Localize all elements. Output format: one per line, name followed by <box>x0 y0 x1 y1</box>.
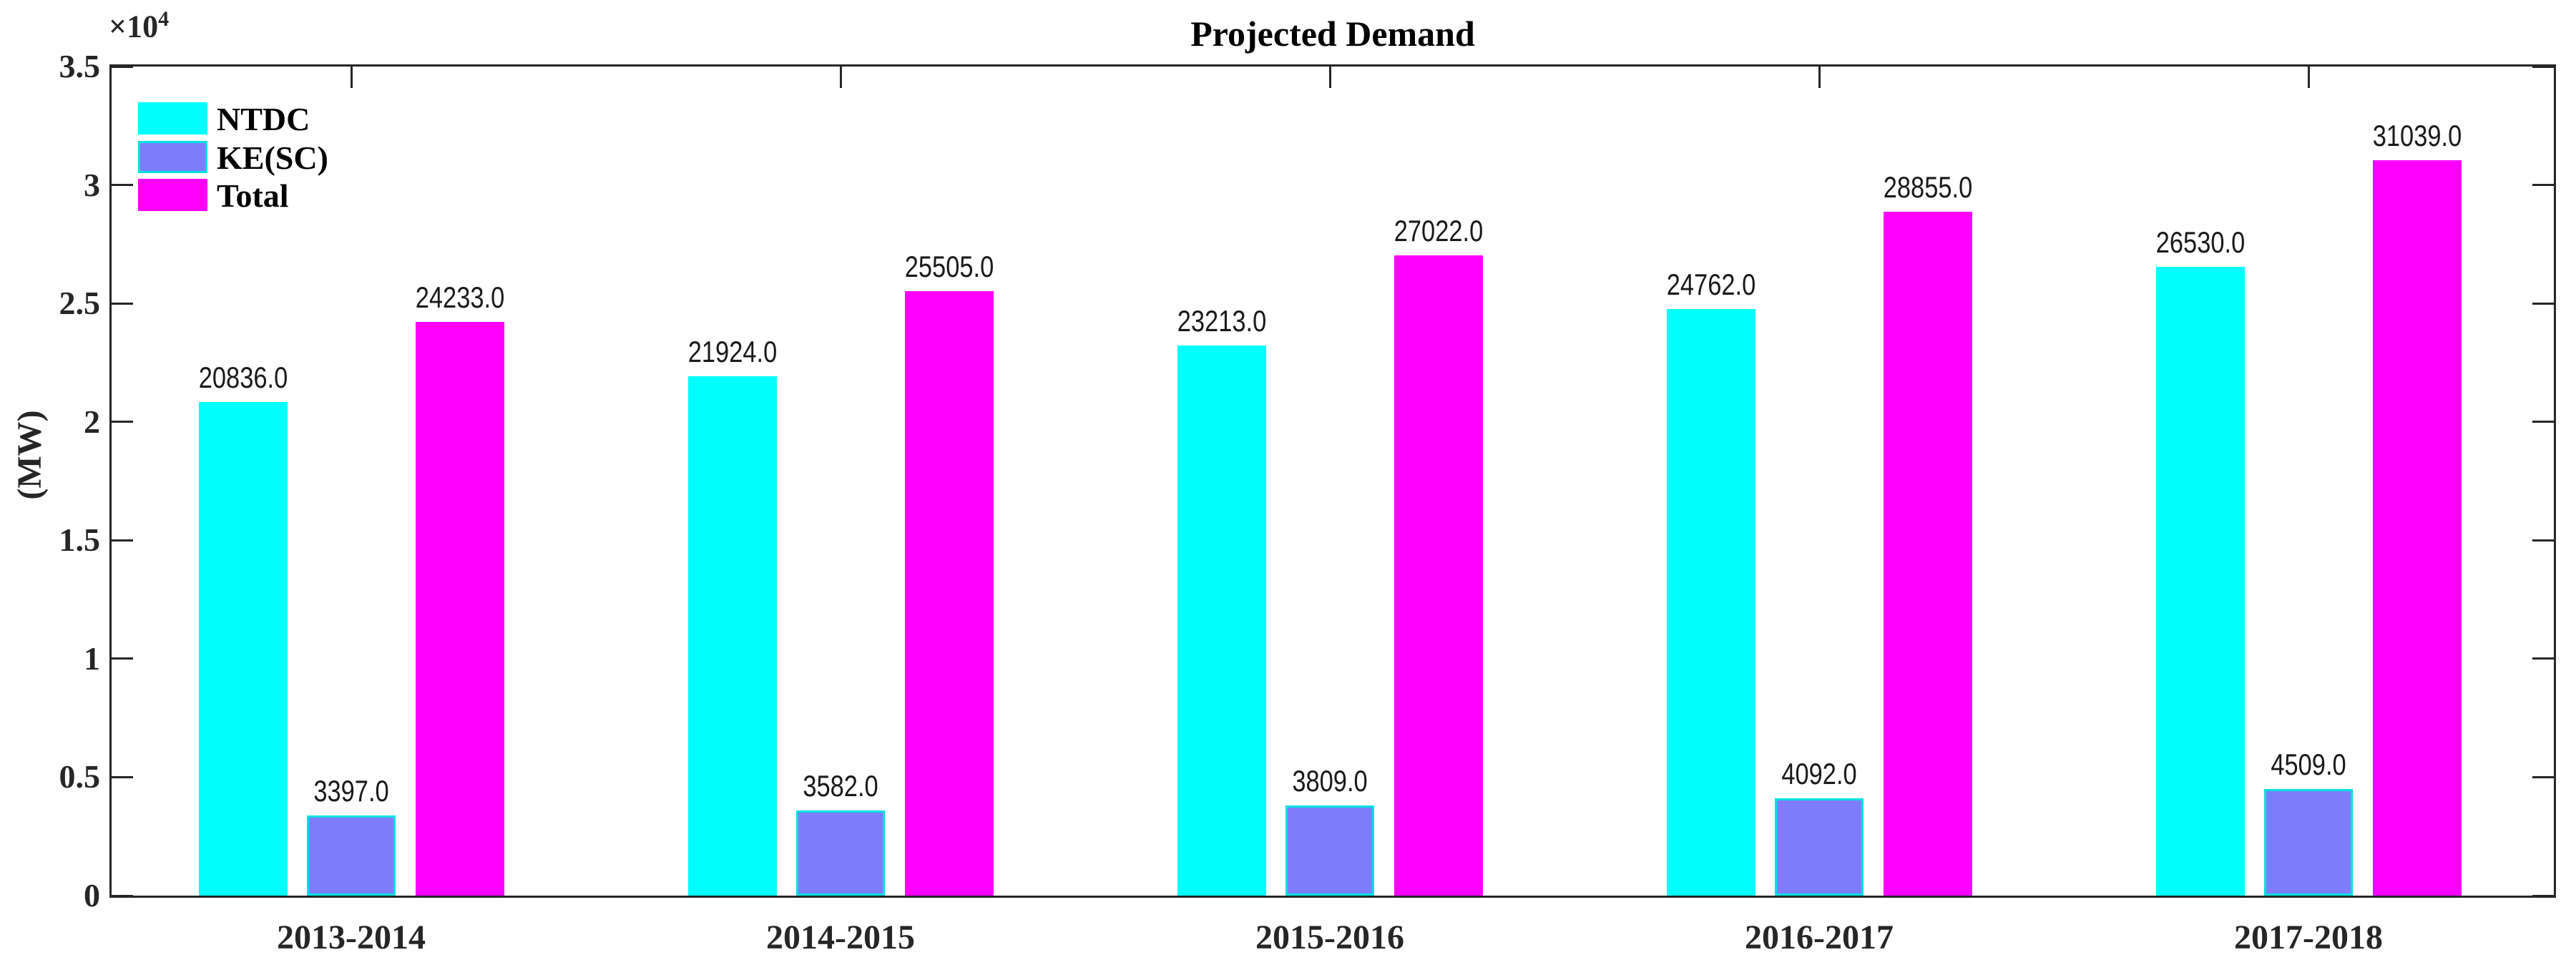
bar-value-label: 4509.0 <box>2271 747 2346 781</box>
y-tick-mark-right <box>2532 775 2554 778</box>
bar-ntdc-2014-2015 <box>687 376 777 896</box>
chart-title: Projected Demand <box>1190 14 1475 54</box>
bar-ke(sc)-2017-2018 <box>2264 788 2353 896</box>
bar-total-2015-2016 <box>1394 255 1483 896</box>
bar-ntdc-2017-2018 <box>2155 267 2245 896</box>
y-tick-mark-left <box>112 539 133 542</box>
x-tick-label-2013-2014: 2013-2014 <box>277 919 426 956</box>
plot-area-border <box>109 64 2556 898</box>
legend-swatch-ke(sc) <box>138 141 207 173</box>
bar-ke(sc)-2013-2014 <box>307 815 396 896</box>
x-tick-label-2016-2017: 2016-2017 <box>1745 919 1894 956</box>
y-tick-mark-left <box>112 657 133 660</box>
bar-ke(sc)-2014-2015 <box>796 810 885 896</box>
bar-value-label: 23213.0 <box>1177 304 1266 338</box>
x-tick-label-2015-2016: 2015-2016 <box>1255 919 1404 956</box>
bar-ntdc-2016-2017 <box>1666 309 1755 896</box>
bar-value-label: 21924.0 <box>687 335 777 368</box>
y-tick-mark-right <box>2532 657 2554 660</box>
bar-total-2013-2014 <box>415 321 504 896</box>
y-tick-mark-left <box>112 775 133 778</box>
y-tick-label: 1 <box>84 640 100 677</box>
y-axis-exponent-label: ×104 <box>109 7 169 45</box>
x-tick-mark-top <box>350 67 353 88</box>
legend-swatch-ntdc <box>138 102 207 134</box>
y-tick-label: 0.5 <box>59 758 101 795</box>
bar-value-label: 26530.0 <box>2155 225 2245 260</box>
bar-ke(sc)-2016-2017 <box>1775 798 1864 896</box>
bar-value-label: 4092.0 <box>1781 757 1857 791</box>
bar-ntdc-2013-2014 <box>198 402 288 896</box>
bar-value-label: 24762.0 <box>1666 268 1755 302</box>
y-tick-label: 3 <box>84 166 100 203</box>
y-tick-label: 0 <box>84 877 100 913</box>
y-tick-mark-right <box>2532 539 2554 542</box>
y-tick-mark-left <box>112 65 133 68</box>
y-tick-label: 2.5 <box>59 285 101 322</box>
bar-value-label: 3809.0 <box>1292 763 1368 798</box>
y-tick-label: 2 <box>84 403 100 440</box>
y-axis-label: (MW) <box>11 410 49 500</box>
bar-value-label: 25505.0 <box>904 250 994 284</box>
y-tick-label: 1.5 <box>59 521 101 559</box>
bar-value-label: 24233.0 <box>415 280 504 314</box>
x-tick-mark-top <box>839 67 842 88</box>
y-tick-mark-left <box>112 302 133 305</box>
x-tick-mark-top <box>1328 67 1331 88</box>
y-tick-mark-right <box>2532 65 2554 68</box>
x-tick-mark-top <box>2307 67 2310 88</box>
bar-ke(sc)-2015-2016 <box>1285 805 1374 896</box>
bar-value-label: 3582.0 <box>803 769 878 803</box>
y-tick-mark-left <box>112 184 133 187</box>
x-tick-label-2014-2015: 2014-2015 <box>766 919 915 956</box>
y-axis-exponent-base: ×10 <box>109 9 159 44</box>
bar-ntdc-2015-2016 <box>1177 346 1266 896</box>
legend-label-ke(sc): KE(SC) <box>217 139 328 176</box>
y-tick-mark-right <box>2532 302 2554 305</box>
bar-value-label: 3397.0 <box>313 773 389 808</box>
y-tick-mark-left <box>112 421 133 423</box>
legend-label-total: Total <box>217 177 289 214</box>
y-tick-label: 3.5 <box>59 48 101 84</box>
bar-total-2014-2015 <box>904 291 994 896</box>
legend-swatch-total <box>138 179 207 211</box>
bar-total-2017-2018 <box>2372 160 2462 896</box>
y-axis-exponent-power: 4 <box>158 7 170 31</box>
bar-total-2016-2017 <box>1883 212 1972 896</box>
x-tick-mark-top <box>1818 67 1821 88</box>
bar-value-label: 27022.0 <box>1394 214 1483 248</box>
x-tick-label-2017-2018: 2017-2018 <box>2234 919 2383 956</box>
bar-value-label: 20836.0 <box>198 361 288 395</box>
bar-value-label: 31039.0 <box>2372 119 2462 153</box>
y-tick-mark-right <box>2532 421 2554 423</box>
y-tick-mark-right <box>2532 184 2554 187</box>
bar-value-label: 28855.0 <box>1883 170 1972 205</box>
legend-label-ntdc: NTDC <box>217 101 310 137</box>
